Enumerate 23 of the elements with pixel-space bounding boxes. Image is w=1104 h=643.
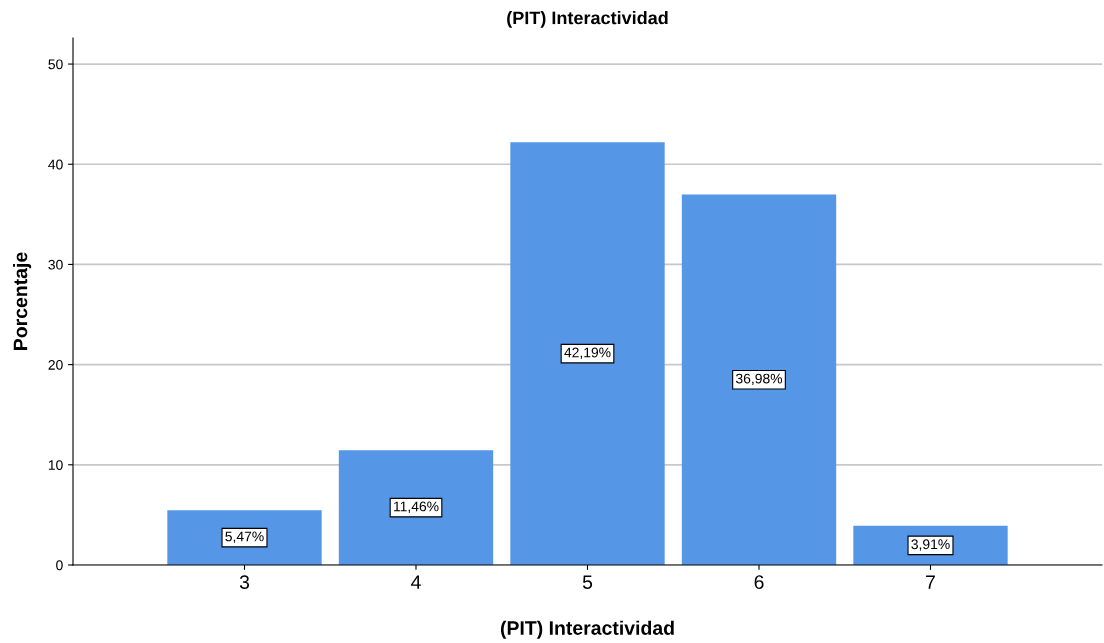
data-label: 3,91% [911, 539, 950, 551]
y-tick-label: 20 [48, 359, 63, 370]
data-label: 36,98% [735, 373, 783, 386]
y-axis-title: Porcentaje [13, 252, 32, 350]
data-label: 11,46% [394, 501, 439, 513]
chart-title: (PIT) Interactividad [507, 11, 668, 28]
x-tick-label: 6 [754, 575, 764, 589]
x-tick-label: 3 [239, 575, 250, 589]
x-tick-label: 4 [411, 575, 421, 589]
bar [338, 450, 494, 565]
y-tick-label: 10 [48, 460, 63, 470]
x-tick-label: 5 [582, 575, 593, 589]
bar [681, 194, 837, 565]
x-tick-label: 7 [926, 575, 935, 589]
data-label: 42,19% [564, 347, 611, 360]
y-tick-label: 50 [48, 59, 63, 70]
data-label: 5,47% [225, 531, 264, 543]
x-axis-title: (PIT) Interactividad [500, 620, 674, 639]
y-tick-label: 0 [56, 560, 63, 571]
y-tick-label: 40 [48, 159, 63, 170]
bar [167, 510, 322, 565]
y-tick-label: 30 [48, 259, 63, 270]
bar [510, 142, 665, 565]
